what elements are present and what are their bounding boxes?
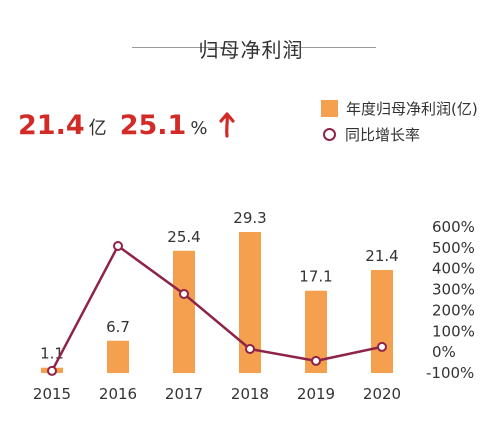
y2-tick-label: 200% bbox=[432, 301, 475, 319]
growth-unit: % bbox=[190, 118, 208, 139]
y2-tick-label: 0% bbox=[432, 343, 456, 361]
growth-point-2020 bbox=[377, 341, 387, 352]
legend-bar-swatch bbox=[321, 99, 338, 117]
kpi-summary: 21.4 亿 25.1% bbox=[18, 110, 235, 142]
growth-point-2017 bbox=[179, 288, 189, 299]
x-tick-label: 2017 bbox=[165, 385, 203, 403]
bar-value-label: 29.3 bbox=[233, 209, 266, 227]
title-rule-right bbox=[283, 47, 376, 48]
x-tick-label: 2015 bbox=[33, 385, 71, 403]
growth-value: 25.1 bbox=[119, 110, 187, 141]
legend-item-growth: 同比增长率 bbox=[321, 123, 478, 145]
bar-2019 bbox=[305, 290, 327, 373]
x-tick-label: 2020 bbox=[363, 385, 401, 403]
y2-tick-label: 500% bbox=[432, 239, 475, 257]
bar-value-label: 17.1 bbox=[299, 268, 332, 286]
growth-point-2016 bbox=[113, 240, 123, 251]
legend-line-marker bbox=[323, 127, 336, 141]
bar-2016 bbox=[107, 340, 129, 373]
page-title: 归母净利润 bbox=[198, 38, 304, 62]
up-arrow-icon bbox=[218, 112, 235, 142]
growth-point-2018 bbox=[245, 344, 255, 355]
growth-point-2019 bbox=[311, 355, 321, 366]
chart-legend: 年度归母净利润(亿) 同比增长率 bbox=[321, 97, 478, 149]
x-tick-label: 2018 bbox=[231, 385, 269, 403]
legend-item-profit: 年度归母净利润(亿) bbox=[321, 97, 478, 119]
y2-tick-label: 400% bbox=[432, 260, 475, 278]
y2-tick-label: -100% bbox=[426, 364, 474, 382]
profit-unit: 亿 bbox=[88, 118, 107, 139]
y2-tick-label: 100% bbox=[432, 322, 475, 340]
title-rule-left bbox=[132, 47, 227, 48]
x-tick-label: 2016 bbox=[99, 385, 137, 403]
bar-2018 bbox=[239, 232, 261, 373]
bar-value-label: 25.4 bbox=[167, 228, 200, 246]
bar-value-label: 21.4 bbox=[365, 247, 398, 265]
legend-label-growth: 同比增长率 bbox=[345, 125, 421, 144]
growth-line bbox=[50, 244, 383, 372]
growth-point-2015 bbox=[47, 365, 57, 376]
profit-value: 21.4 bbox=[18, 110, 85, 141]
bar-value-label: 6.7 bbox=[106, 318, 130, 336]
legend-label-profit: 年度归母净利润(亿) bbox=[346, 99, 478, 118]
y2-tick-label: 600% bbox=[432, 218, 475, 236]
bar-2020 bbox=[371, 270, 393, 373]
x-tick-label: 2019 bbox=[297, 385, 335, 403]
y2-tick-label: 300% bbox=[432, 281, 475, 299]
bar-2017 bbox=[173, 250, 195, 373]
